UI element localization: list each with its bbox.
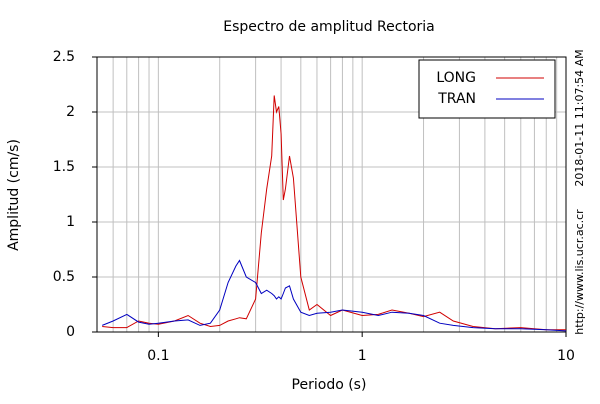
x-axis-label: Periodo (s) — [292, 377, 367, 393]
plot-frame — [96, 56, 567, 333]
x-tick-label: 1 — [358, 348, 367, 364]
x-tick-label: 10 — [557, 348, 575, 364]
x-tick-label: 0.1 — [147, 348, 169, 364]
y-tick-label: 1.5 — [53, 159, 75, 175]
y-axis-label: Amplitud (cm/s) — [6, 139, 22, 251]
y-tick-label: 0.5 — [53, 269, 75, 285]
legend-label: TRAN — [437, 91, 476, 107]
legend-box — [418, 59, 556, 119]
y-tick-label: 2 — [66, 104, 75, 120]
legend-label: LONG — [436, 70, 476, 86]
y-tick-label: 1 — [66, 214, 75, 230]
chart-title: Espectro de amplitud Rectoria — [223, 19, 435, 35]
line-series — [102, 259, 567, 332]
y-tick-label: 0 — [66, 324, 75, 340]
line-series — [102, 95, 566, 331]
source-url: http://www.lis.ucr.ac.cr — [573, 209, 586, 335]
timestamp: 2018-01-11 11:07:54 AM — [573, 49, 586, 186]
y-tick-label: 2.5 — [53, 49, 75, 65]
